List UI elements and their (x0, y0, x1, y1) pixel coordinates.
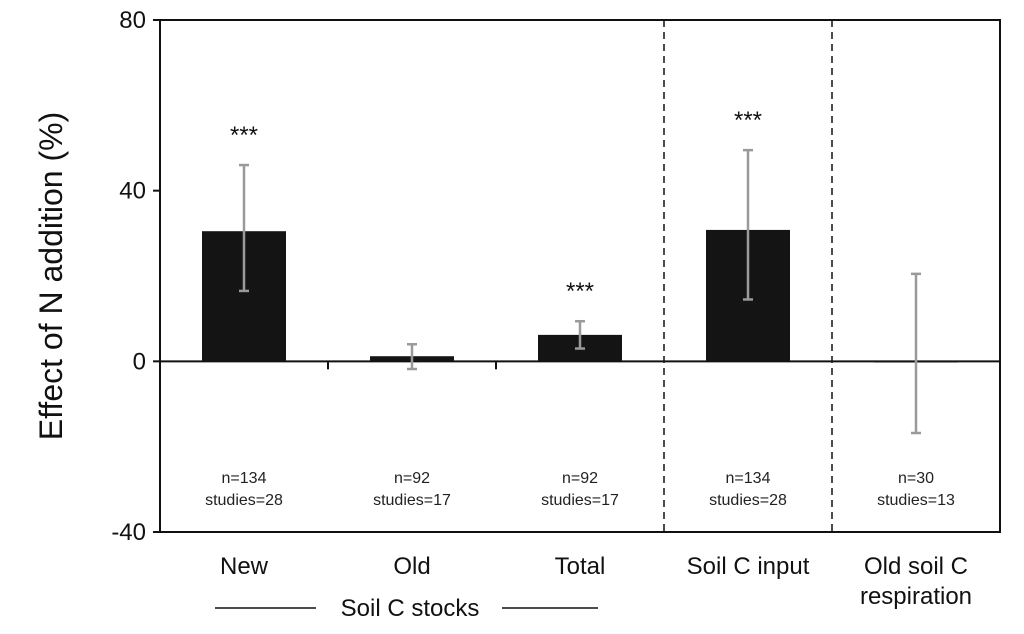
sample-size-label: n=92 (394, 470, 430, 487)
category-label: Old soil C (864, 553, 968, 580)
plot-border (159, 19, 1001, 533)
y-tick-label: -40 (111, 519, 146, 546)
study-count-label: studies=17 (541, 492, 619, 509)
study-count-label: studies=17 (373, 492, 451, 509)
study-count-label: studies=28 (205, 492, 283, 509)
group-label-text: Soil C stocks (341, 595, 480, 622)
y-tick-label: 0 (133, 348, 146, 375)
y-axis: 80 40 0 -40 (111, 7, 160, 546)
category-label: Total (555, 553, 606, 580)
significance-label: *** (230, 122, 258, 149)
category-label: Old (393, 553, 430, 580)
category-labels: n=134 studies=28 New n=92 studies=17 Old n=92 s… (205, 470, 972, 610)
category-label: Soil C input (687, 553, 810, 580)
significance-label: *** (566, 278, 594, 305)
y-axis-label: Effect of N addition (%) (33, 112, 69, 440)
study-count-label: studies=13 (877, 492, 955, 509)
y-tick-label: 40 (119, 178, 146, 205)
category-label: New (220, 553, 269, 580)
sample-size-label: n=134 (222, 470, 267, 487)
category-label: respiration (860, 583, 972, 610)
significance-label: *** (734, 107, 762, 134)
sample-size-label: n=92 (562, 470, 598, 487)
y-tick-label: 80 (119, 7, 146, 34)
bars: *** *** *** (202, 107, 958, 435)
study-count-label: studies=28 (709, 492, 787, 509)
sample-size-label: n=30 (898, 470, 934, 487)
group-label: Soil C stocks (215, 595, 598, 622)
sample-size-label: n=134 (726, 470, 771, 487)
